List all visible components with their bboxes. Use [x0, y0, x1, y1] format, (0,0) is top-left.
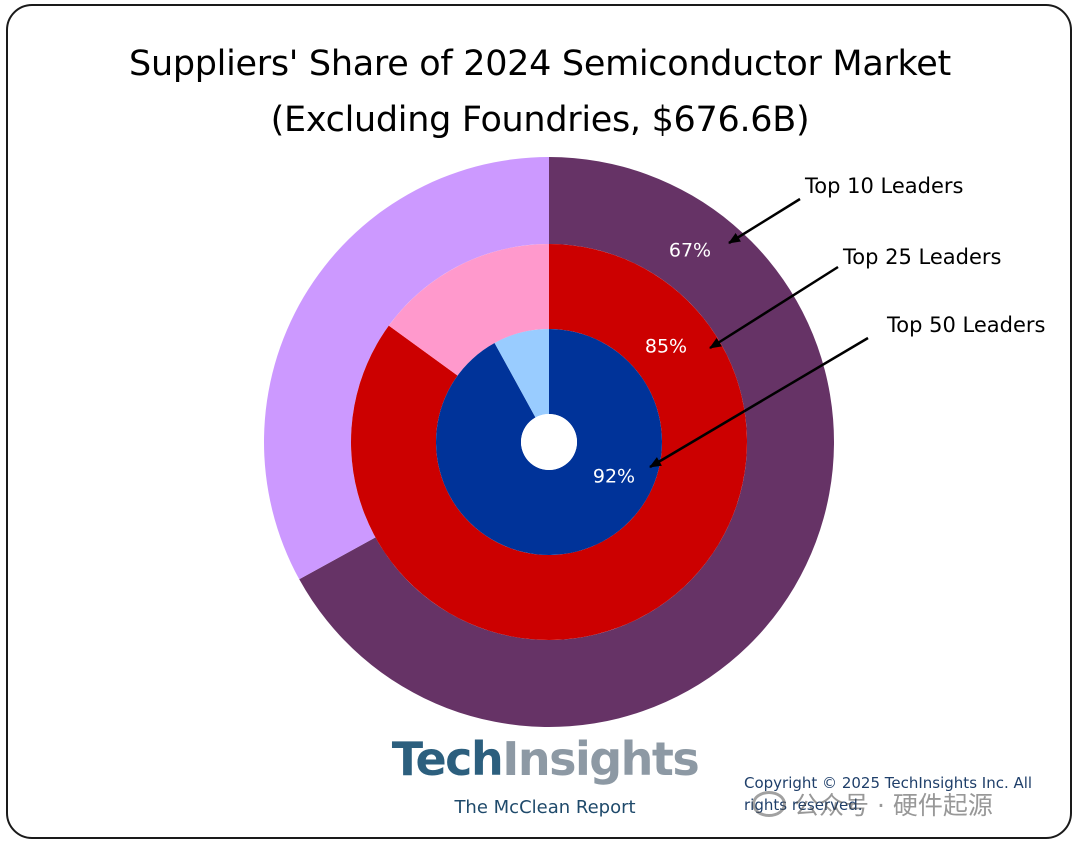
top-25-callout-arrow — [709, 265, 839, 350]
chart-subtitle: (Excluding Foundries, $676.6B) — [270, 100, 810, 140]
top-10-callout-label: Top 10 Leaders — [804, 174, 963, 198]
techinsights-logo: TechInsights — [330, 732, 760, 786]
top-10-value-label: 67% — [669, 240, 711, 262]
wechat-icon — [752, 791, 786, 817]
top-50-remainder-slice — [494, 329, 549, 418]
top-50-value-label: 92% — [593, 466, 635, 488]
top-10-remainder-slice — [263, 156, 549, 580]
watermark-text: 公众号 · 硬件起源 — [794, 791, 993, 820]
logo-tech: Tech — [391, 732, 504, 786]
top-50-callout-arrow — [649, 336, 869, 469]
donut-center-hole — [521, 414, 577, 470]
logo-insights: Insights — [502, 732, 700, 786]
top-10-callout-arrow — [728, 197, 801, 245]
chart-title: Suppliers' Share of 2024 Semiconductor M… — [129, 44, 951, 84]
top-25-remainder-slice — [388, 244, 549, 376]
top-10-share-slice — [299, 157, 835, 727]
top-25-share-slice — [351, 244, 748, 641]
top-25-callout-label: Top 25 Leaders — [842, 245, 1001, 269]
top-25-value-label: 85% — [645, 336, 687, 358]
watermark: 公众号 · 硬件起源 — [752, 786, 993, 822]
top-50-callout-label: Top 50 Leaders — [886, 313, 1045, 337]
top-50-share-slice — [435, 329, 662, 555]
report-name: The McClean Report — [454, 797, 636, 818]
